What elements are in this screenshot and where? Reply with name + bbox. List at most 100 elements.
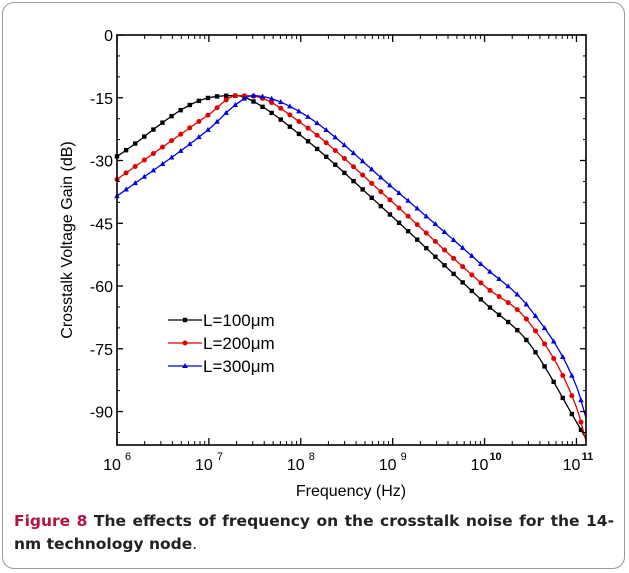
data-point (123, 147, 129, 153)
data-point (333, 162, 338, 167)
data-point (250, 92, 257, 98)
data-point (569, 393, 575, 399)
data-point (469, 272, 475, 278)
data-point (369, 195, 374, 200)
data-point (260, 104, 265, 110)
x-tick-label: 10 (563, 457, 581, 474)
plot-area (116, 34, 587, 446)
data-point (487, 287, 493, 293)
data-point (314, 120, 320, 126)
legend-label: L=200μm (203, 334, 275, 353)
data-point (341, 156, 347, 162)
data-point (414, 205, 421, 211)
y-tick-label: -60 (90, 279, 113, 296)
data-point (296, 119, 302, 125)
data-point (524, 337, 529, 343)
x-tick-exponent: 11 (582, 451, 594, 463)
data-point (551, 379, 556, 385)
data-point (223, 97, 229, 103)
data-point (151, 127, 156, 132)
data-point (468, 252, 475, 258)
legend-label: L=100μm (203, 311, 275, 330)
data-point (368, 166, 375, 172)
data-point (378, 203, 384, 209)
y-tick-label: -15 (90, 91, 113, 108)
caption-period: . (192, 535, 198, 553)
data-point (132, 180, 138, 186)
series-line (116, 95, 587, 418)
data-point (141, 173, 148, 179)
data-point (314, 132, 320, 138)
x-tick-label: 10 (195, 457, 213, 474)
data-point (560, 373, 566, 379)
data-point (415, 237, 420, 242)
data-point (432, 239, 438, 245)
data-point (159, 160, 166, 166)
y-tick-label: 0 (104, 28, 113, 45)
data-point (432, 221, 439, 227)
data-point (560, 395, 565, 401)
legend: L=100μm L=200μm L=300μm (168, 311, 275, 376)
data-point (423, 213, 430, 219)
series-3 (114, 92, 587, 418)
data-point (323, 127, 330, 133)
data-point (178, 107, 183, 113)
data-point (296, 131, 302, 137)
data-point (505, 283, 511, 289)
series-line (116, 95, 587, 440)
data-point (150, 167, 157, 173)
data-point (278, 117, 283, 122)
data-point (305, 125, 311, 131)
data-point (359, 158, 366, 164)
data-point (496, 312, 502, 318)
x-tick-exponent: 10 (489, 451, 501, 463)
data-point (223, 109, 229, 115)
series-2 (114, 93, 587, 441)
data-point (460, 280, 465, 285)
data-point (487, 268, 493, 274)
y-tick-label: -45 (90, 216, 113, 233)
data-point (196, 118, 202, 124)
y-axis-label: Crosstalk Voltage Gain (dB) (59, 141, 76, 338)
data-point (305, 139, 311, 144)
data-point (451, 255, 457, 261)
data-point (177, 147, 184, 153)
data-point (460, 264, 466, 270)
x-tick-label: 10 (379, 457, 397, 474)
data-point (205, 126, 211, 132)
data-point (396, 205, 402, 211)
data-point (323, 140, 329, 146)
data-point (523, 301, 530, 307)
data-point (241, 95, 248, 101)
data-point (487, 305, 493, 310)
data-point (296, 108, 302, 114)
data-point (251, 99, 256, 104)
data-point (187, 125, 193, 131)
data-point (269, 110, 274, 116)
data-point (269, 100, 275, 106)
data-point (532, 312, 539, 318)
data-point (505, 319, 511, 325)
data-point (169, 138, 175, 144)
data-point (205, 95, 211, 101)
data-point (405, 228, 411, 234)
data-point (542, 341, 548, 347)
data-point (123, 170, 129, 176)
data-point (496, 294, 502, 300)
data-point (159, 144, 165, 150)
data-point (532, 328, 538, 334)
data-point (387, 182, 393, 188)
data-point (223, 93, 229, 98)
data-point (324, 154, 329, 159)
x-tick-exponent: 6 (125, 451, 131, 463)
data-point (469, 288, 474, 294)
data-point (132, 141, 138, 146)
caption-text: The effects of frequency on the crosstal… (14, 512, 615, 553)
data-point (278, 105, 284, 111)
data-point (287, 124, 293, 129)
data-point (523, 316, 529, 322)
data-point (132, 163, 138, 169)
data-point (396, 220, 402, 225)
